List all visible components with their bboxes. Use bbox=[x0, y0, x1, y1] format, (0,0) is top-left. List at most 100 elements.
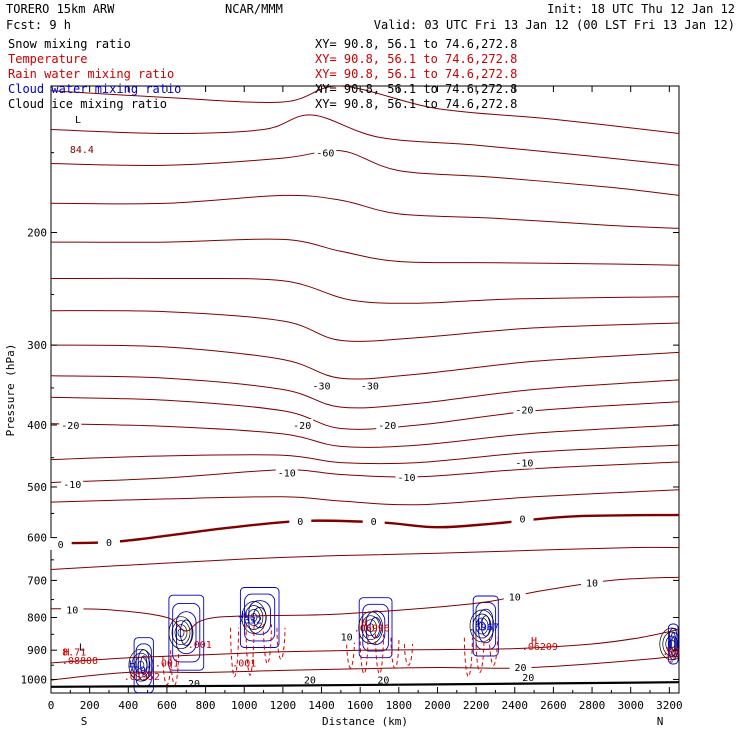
isotherm--10 bbox=[51, 461, 679, 483]
isotherm-label-bg-25 bbox=[509, 661, 532, 674]
x-tick-label-1400: 1400 bbox=[308, 699, 335, 712]
rain-column-2 bbox=[230, 627, 240, 678]
isotherm--5 bbox=[51, 489, 679, 506]
isotherm-15 bbox=[51, 628, 679, 664]
extremum-label-1: 84.4 bbox=[70, 145, 94, 156]
isotherm-label-2: -30 bbox=[361, 382, 379, 393]
x-tick-label-2200: 2200 bbox=[463, 699, 490, 712]
isotherm--25 bbox=[51, 396, 679, 430]
snow-cell-3-ring-2 bbox=[361, 615, 381, 641]
isotherm--70 bbox=[51, 86, 679, 134]
extremum-label-6: H bbox=[129, 660, 135, 671]
y-tick-label-600: 600 bbox=[27, 532, 47, 545]
isotherm-labels: -60 -30 -30 -20 -20 -20 -20 -10 -10 -10 -10 0 0 0 0 0 10… bbox=[49, 146, 604, 690]
isotherm-label-bg-2 bbox=[358, 379, 381, 392]
extremum-label-8: .01952 bbox=[124, 672, 160, 683]
extremum-label-4: 8.71 bbox=[62, 648, 86, 659]
extremum-label-0: L bbox=[75, 115, 81, 126]
snow-cell-1-ring-3 bbox=[168, 616, 194, 650]
snow-cell-3-ring-1 bbox=[364, 619, 378, 637]
rain-water-contours bbox=[162, 624, 676, 686]
rain-column-11 bbox=[463, 637, 473, 678]
extremum-label-7: 7791 bbox=[128, 666, 152, 677]
x-tick-label-200: 200 bbox=[80, 699, 100, 712]
isotherm-label-6: -20 bbox=[515, 405, 533, 416]
snow-cell-0-ring-3 bbox=[128, 648, 154, 682]
isotherm-label-bg-7 bbox=[275, 466, 298, 479]
isotherm-label-bg-19 bbox=[61, 603, 84, 616]
x-tick-label-2600: 2600 bbox=[540, 699, 567, 712]
extremum-label-9: .001 bbox=[155, 658, 179, 669]
isotherm-label-3: -20 bbox=[61, 421, 79, 432]
rain-column-8 bbox=[374, 634, 384, 675]
y-tick-label-200: 200 bbox=[27, 227, 47, 240]
y-axis-title: Pressure (hPa) bbox=[4, 344, 17, 437]
snow-cell-2-ring-2 bbox=[244, 605, 264, 630]
extremum-label-13: .001 bbox=[232, 658, 256, 669]
isotherm-label-bg-13 bbox=[362, 514, 385, 527]
snow-cell-1-ring-1 bbox=[174, 624, 188, 642]
isotherm--60 bbox=[51, 149, 679, 196]
cloud-cell-3-ring-0 bbox=[358, 597, 393, 659]
isotherm-label-bg-24 bbox=[517, 671, 540, 684]
terrain-surface bbox=[51, 681, 679, 688]
field-name-cloud-water: Cloud water mixing ratio bbox=[8, 82, 181, 96]
extremum-label-15: .06996 bbox=[354, 624, 390, 635]
plot-frame bbox=[50, 85, 680, 694]
isotherm-5 bbox=[51, 546, 679, 570]
x-tick-label-1600: 1600 bbox=[347, 699, 374, 712]
snow-cell-0-ring-0 bbox=[137, 660, 145, 670]
valid-time: Valid: 03 UTC Fri 13 Jan 12 (00 LST Fri … bbox=[374, 18, 735, 32]
snow-cell-5-ring-3 bbox=[659, 627, 679, 661]
rain-column-12 bbox=[475, 637, 485, 673]
field-xy-cloud-water: XY= 90.8, 56.1 to 74.6,272.8 bbox=[315, 82, 517, 96]
forecast-hour: Fcst: 9 h bbox=[6, 18, 71, 32]
isotherm-label-bg-4 bbox=[291, 419, 314, 432]
field-xy-snow: XY= 90.8, 56.1 to 74.6,272.8 bbox=[315, 37, 517, 51]
isotherm-label-16: 10 bbox=[586, 578, 598, 589]
y-tick-label-800: 800 bbox=[27, 611, 47, 624]
isotherm-label-10: -10 bbox=[63, 480, 81, 491]
rain-column-10 bbox=[403, 643, 413, 666]
x-tick-label-1800: 1800 bbox=[386, 699, 413, 712]
x-tick-label-2000: 2000 bbox=[424, 699, 451, 712]
extremum-label-18: H bbox=[531, 636, 537, 647]
isotherm-label-5: -20 bbox=[378, 421, 396, 432]
extremum-label-12: 7332 bbox=[238, 616, 262, 627]
snow-cell-2-ring-0 bbox=[250, 613, 258, 622]
isotherm-label-bg-16 bbox=[581, 576, 604, 589]
x-axis-title: Distance (km) bbox=[322, 715, 408, 728]
snow-cell-0-ring-2 bbox=[131, 652, 151, 678]
isotherm-label-7: -10 bbox=[278, 469, 296, 480]
field-xy-cloud-ice: XY= 90.8, 56.1 to 74.6,272.8 bbox=[315, 97, 517, 111]
isotherm-10 bbox=[51, 576, 679, 632]
x-tick-label-800: 800 bbox=[196, 699, 216, 712]
x-end-label-left: S bbox=[81, 715, 88, 728]
isotherm-label-12: 0 bbox=[297, 517, 303, 528]
extremum-label-2: L bbox=[79, 642, 85, 653]
x-tick-label-2400: 2400 bbox=[502, 699, 529, 712]
snow-cell-1-ring-2 bbox=[171, 620, 191, 646]
isotherm-label-bg-5 bbox=[376, 419, 399, 432]
x-tick-label-1000: 1000 bbox=[231, 699, 258, 712]
x-end-label-right: N bbox=[657, 715, 664, 728]
isotherm-label-13: 0 bbox=[371, 517, 377, 528]
cloud-cell-1-ring-1 bbox=[172, 602, 201, 663]
isotherm-label-bg-1 bbox=[310, 379, 333, 392]
field-name-cloud-ice: Cloud ice mixing ratio bbox=[8, 97, 167, 111]
cloud-cell-2-ring-0 bbox=[239, 587, 280, 648]
cloud-cell-2-ring-2 bbox=[248, 600, 271, 635]
extremum-label-3: H bbox=[63, 648, 69, 659]
isotherm-label-bg-8 bbox=[395, 470, 418, 483]
cloud-cell-1-ring-3 bbox=[179, 619, 193, 646]
isotherm-label-25: 20 bbox=[515, 663, 527, 674]
field-name-snow: Snow mixing ratio bbox=[8, 37, 131, 51]
y-tick-label-900: 900 bbox=[27, 644, 47, 657]
x-tick-label-3000: 3000 bbox=[617, 699, 644, 712]
snow-cell-4-ring-2 bbox=[472, 613, 492, 639]
isotherm-label-17: 10 bbox=[509, 593, 521, 604]
center-title: NCAR/MMM bbox=[225, 2, 283, 16]
extremum-label-16: H bbox=[477, 618, 483, 629]
